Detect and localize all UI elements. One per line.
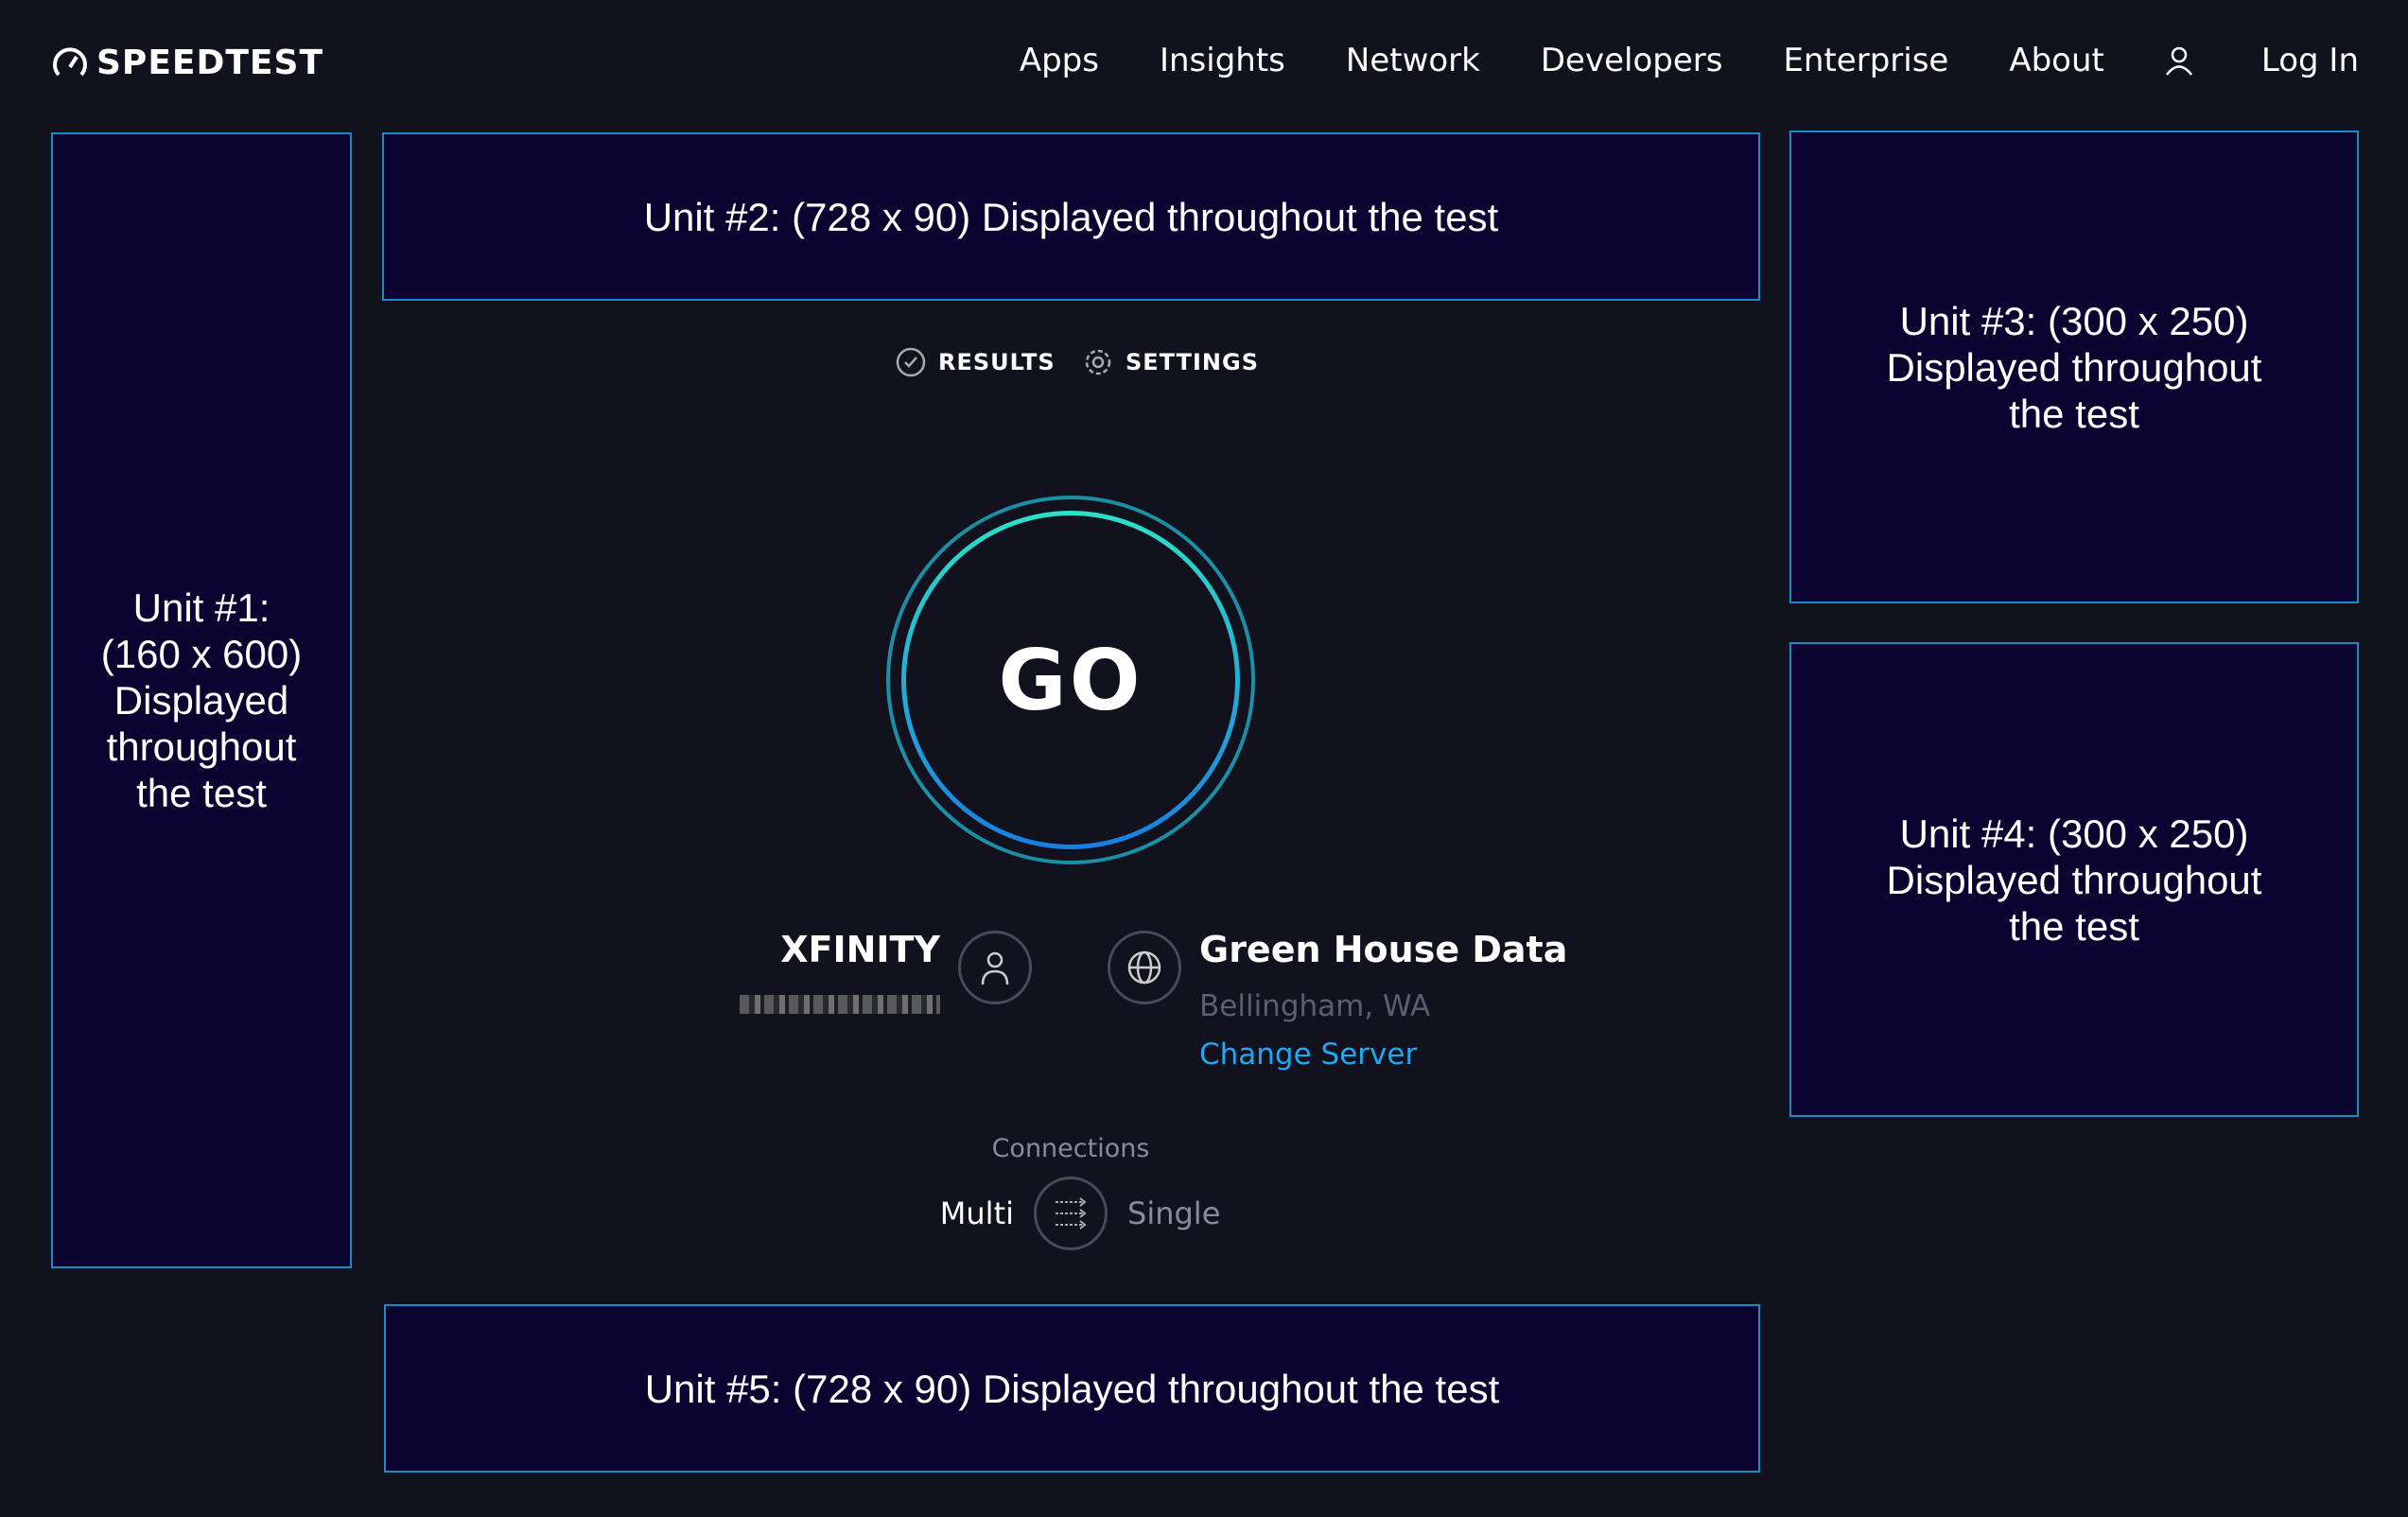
check-circle-icon <box>896 347 926 377</box>
login-link[interactable]: Log In <box>2165 42 2359 79</box>
nav-enterprise[interactable]: Enterprise <box>1783 42 1949 79</box>
ad-unit-4[interactable]: Unit #4: (300 x 250) Displayed throughou… <box>1789 642 2359 1117</box>
nav-apps[interactable]: Apps <box>1019 42 1099 79</box>
isp-name: XFINITY <box>780 929 940 970</box>
connections-toggle[interactable] <box>1034 1177 1108 1250</box>
go-ring <box>886 496 1255 864</box>
server-name: Green House Data <box>1199 929 1568 970</box>
login-label: Log In <box>2260 42 2359 79</box>
tab-settings[interactable]: SETTINGS <box>1082 346 1259 378</box>
gear-icon <box>1085 349 1111 375</box>
connections-label: Connections <box>991 1134 1150 1163</box>
server-location: Bellingham, WA <box>1199 989 1431 1023</box>
change-server-link[interactable]: Change Server <box>1199 1037 1418 1072</box>
single-option[interactable]: Single <box>1127 1195 1221 1231</box>
multi-option[interactable]: Multi <box>939 1195 1014 1231</box>
gauge-icon <box>53 46 87 76</box>
tab-results[interactable]: RESULTS <box>895 346 1056 378</box>
ad-unit-1[interactable]: Unit #1: (160 x 600) Displayed throughou… <box>51 132 352 1268</box>
ad-unit-2[interactable]: Unit #2: (728 x 90) Displayed throughout… <box>382 132 1760 301</box>
logo-text: SPEEDTEST <box>96 44 324 82</box>
nav-network[interactable]: Network <box>1345 42 1480 79</box>
results-label: RESULTS <box>938 349 1056 375</box>
speedtest-logo[interactable]: SPEEDTEST <box>51 44 323 82</box>
main-nav: Apps Insights Network Developers Enterpr… <box>959 42 2359 79</box>
go-button[interactable]: GO <box>901 511 1240 849</box>
user-icon <box>2165 46 2192 76</box>
nav-about[interactable]: About <box>2009 42 2104 79</box>
redacted-ip <box>740 995 940 1014</box>
nav-developers[interactable]: Developers <box>1540 42 1723 79</box>
ad-unit-3[interactable]: Unit #3: (300 x 250) Displayed throughou… <box>1789 131 2359 603</box>
server-globe-icon <box>1108 931 1181 1004</box>
settings-label: SETTINGS <box>1125 349 1259 375</box>
isp-user-icon <box>958 931 1032 1004</box>
nav-insights[interactable]: Insights <box>1159 42 1285 79</box>
ad-unit-5[interactable]: Unit #5: (728 x 90) Displayed throughout… <box>384 1304 1760 1473</box>
multi-arrows-icon <box>1056 1197 1087 1229</box>
